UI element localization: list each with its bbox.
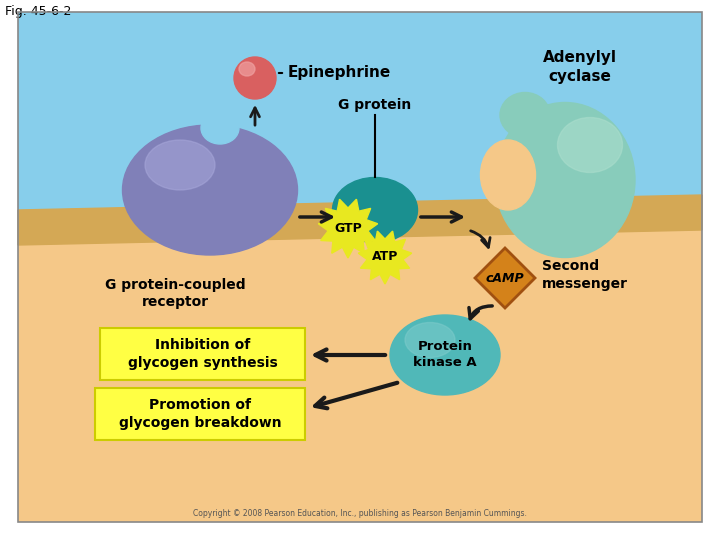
Ellipse shape <box>480 140 536 210</box>
Text: ATP: ATP <box>372 251 398 264</box>
Ellipse shape <box>201 112 239 144</box>
Polygon shape <box>475 248 535 308</box>
Polygon shape <box>318 199 378 258</box>
Text: cAMP: cAMP <box>486 272 524 285</box>
Text: G protein-coupled
receptor: G protein-coupled receptor <box>104 278 246 309</box>
Polygon shape <box>359 231 412 284</box>
Ellipse shape <box>495 103 635 258</box>
Text: Inhibition of
glycogen synthesis: Inhibition of glycogen synthesis <box>127 339 277 370</box>
FancyBboxPatch shape <box>100 328 305 380</box>
Ellipse shape <box>145 140 215 190</box>
Text: Promotion of
glycogen breakdown: Promotion of glycogen breakdown <box>119 399 282 430</box>
Polygon shape <box>18 195 702 245</box>
Text: Fig. 45-6-2: Fig. 45-6-2 <box>5 5 71 18</box>
Text: GTP: GTP <box>334 221 362 234</box>
Text: Second
messenger: Second messenger <box>542 259 628 291</box>
Ellipse shape <box>122 125 297 255</box>
Text: G protein: G protein <box>338 98 412 112</box>
Ellipse shape <box>405 322 455 357</box>
Bar <box>18 12 702 210</box>
Ellipse shape <box>557 118 623 172</box>
Ellipse shape <box>333 178 418 242</box>
Ellipse shape <box>500 92 550 138</box>
Ellipse shape <box>234 57 276 99</box>
Text: Adenylyl
cyclase: Adenylyl cyclase <box>543 50 617 84</box>
FancyBboxPatch shape <box>95 388 305 440</box>
Text: Epinephrine: Epinephrine <box>288 65 391 80</box>
Text: Protein
kinase A: Protein kinase A <box>413 341 477 369</box>
Ellipse shape <box>239 62 255 76</box>
Ellipse shape <box>390 315 500 395</box>
Text: Copyright © 2008 Pearson Education, Inc., publishing as Pearson Benjamin Cumming: Copyright © 2008 Pearson Education, Inc.… <box>193 509 527 518</box>
